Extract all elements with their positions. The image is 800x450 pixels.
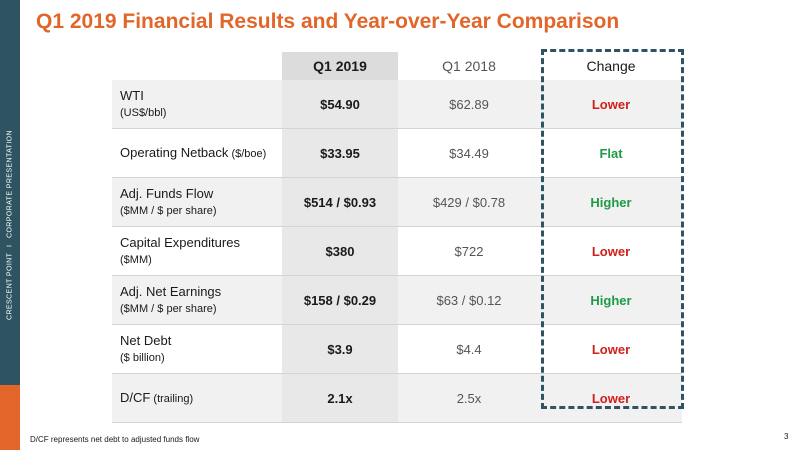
value-q1-2018: $34.49 bbox=[398, 128, 540, 178]
sidebar-company: CRESCENT POINT bbox=[6, 252, 14, 320]
value-q1-2019: $514 / $0.93 bbox=[282, 177, 398, 227]
header-q1-2018: Q1 2018 bbox=[442, 58, 496, 74]
table-row: Adj. Net Earnings ($MM / $ per share) $158… bbox=[112, 275, 682, 325]
metric-cell: Adj. Net Earnings ($MM / $ per share) bbox=[112, 275, 282, 325]
metric-unit: ($ billion) bbox=[120, 352, 165, 364]
metric-label: Net Debt bbox=[120, 333, 282, 350]
table-row: D/CF (trailing) 2.1x 2.5x Lower bbox=[112, 373, 682, 423]
value-q1-2019: $54.90 bbox=[282, 80, 398, 129]
metric-cell: Net Debt ($ billion) bbox=[112, 324, 282, 374]
metric-label: Operating Netback ($/boe) bbox=[120, 145, 282, 162]
metric-unit: (US$/bbl) bbox=[120, 107, 167, 119]
metric-label: Capital Expenditures bbox=[120, 235, 282, 252]
sidebar-separator: I bbox=[6, 244, 14, 247]
value-q1-2018: $429 / $0.78 bbox=[398, 177, 540, 227]
value-q1-2018: $722 bbox=[398, 226, 540, 276]
value-q1-2019: 2.1x bbox=[282, 373, 398, 423]
metric-name: Adj. Net Earnings bbox=[120, 284, 222, 299]
value-q1-2019: $158 / $0.29 bbox=[282, 275, 398, 325]
metric-label: D/CF (trailing) bbox=[120, 390, 282, 407]
metric-label: WTI bbox=[120, 88, 282, 105]
header-change: Change bbox=[586, 58, 636, 74]
page-title: Q1 2019 Financial Results and Year-over-… bbox=[36, 10, 620, 33]
change-indicator: Lower bbox=[540, 226, 682, 276]
header-q1-2019: Q1 2019 bbox=[282, 52, 398, 80]
change-indicator: Higher bbox=[540, 177, 682, 227]
value-q1-2018: $4.4 bbox=[398, 324, 540, 374]
footnote: D/CF represents net debt to adjusted fun… bbox=[30, 435, 200, 444]
header-metric bbox=[112, 52, 282, 80]
page-number: 3 bbox=[784, 432, 789, 441]
change-indicator: Lower bbox=[540, 80, 682, 129]
table-body: WTI (US$/bbl) $54.90 $62.89 Lower Operating N… bbox=[112, 80, 682, 423]
sidebar-accent-block bbox=[0, 385, 20, 450]
table-row: Capital Expenditures ($MM) $380 $722 Lower bbox=[112, 226, 682, 276]
value-q1-2019: $33.95 bbox=[282, 128, 398, 178]
metric-cell: Operating Netback ($/boe) bbox=[112, 128, 282, 178]
metric-label: Adj. Net Earnings bbox=[120, 284, 282, 301]
table-header-row: Q1 2019 Q1 2018 Change bbox=[112, 52, 682, 80]
metric-name: D/CF bbox=[120, 389, 151, 405]
metric-unit: ($MM / $ per share) bbox=[120, 205, 217, 217]
metric-cell: Capital Expenditures ($MM) bbox=[112, 226, 282, 276]
table-row: Net Debt ($ billion) $3.9 $4.4 Lower bbox=[112, 324, 682, 374]
table-row: Operating Netback ($/boe) $33.95 $34.49 Fla… bbox=[112, 128, 682, 178]
metric-name: Adj. Funds Flow bbox=[120, 186, 214, 201]
value-q1-2019: $3.9 bbox=[282, 324, 398, 374]
metric-cell: D/CF (trailing) bbox=[112, 373, 282, 423]
metric-name: WTI bbox=[120, 88, 144, 103]
table-row: WTI (US$/bbl) $54.90 $62.89 Lower bbox=[112, 80, 682, 129]
metric-name: Capital Expenditures bbox=[120, 235, 240, 250]
metric-unit-inline: ($/boe) bbox=[228, 147, 267, 160]
sidebar-band: CRESCENT POINT I CORPORATE PRESENTATION bbox=[0, 0, 20, 450]
metric-unit-inline: (trailing) bbox=[150, 392, 194, 405]
sidebar-vertical-text: CRESCENT POINT I CORPORATE PRESENTATION bbox=[2, 70, 18, 380]
table-row: Adj. Funds Flow ($MM / $ per share) $514 /… bbox=[112, 177, 682, 227]
change-indicator: Lower bbox=[540, 373, 682, 423]
metric-cell: WTI (US$/bbl) bbox=[112, 80, 282, 129]
value-q1-2018: $62.89 bbox=[398, 80, 540, 129]
change-indicator: Higher bbox=[540, 275, 682, 325]
value-q1-2018: 2.5x bbox=[398, 373, 540, 423]
metric-name: Net Debt bbox=[120, 333, 172, 348]
value-q1-2019: $380 bbox=[282, 226, 398, 276]
metric-cell: Adj. Funds Flow ($MM / $ per share) bbox=[112, 177, 282, 227]
change-indicator: Flat bbox=[540, 128, 682, 178]
metric-unit: ($MM / $ per share) bbox=[120, 303, 217, 315]
sidebar-section: CORPORATE PRESENTATION bbox=[6, 130, 14, 239]
metric-label: Adj. Funds Flow bbox=[120, 186, 282, 203]
change-indicator: Lower bbox=[540, 324, 682, 374]
metric-unit: ($MM) bbox=[120, 254, 152, 266]
metric-name: Operating Netback bbox=[120, 144, 229, 160]
value-q1-2018: $63 / $0.12 bbox=[398, 275, 540, 325]
financial-results-table: Q1 2019 Q1 2018 Change WTI (US$/bbl) $54.9… bbox=[112, 52, 682, 423]
